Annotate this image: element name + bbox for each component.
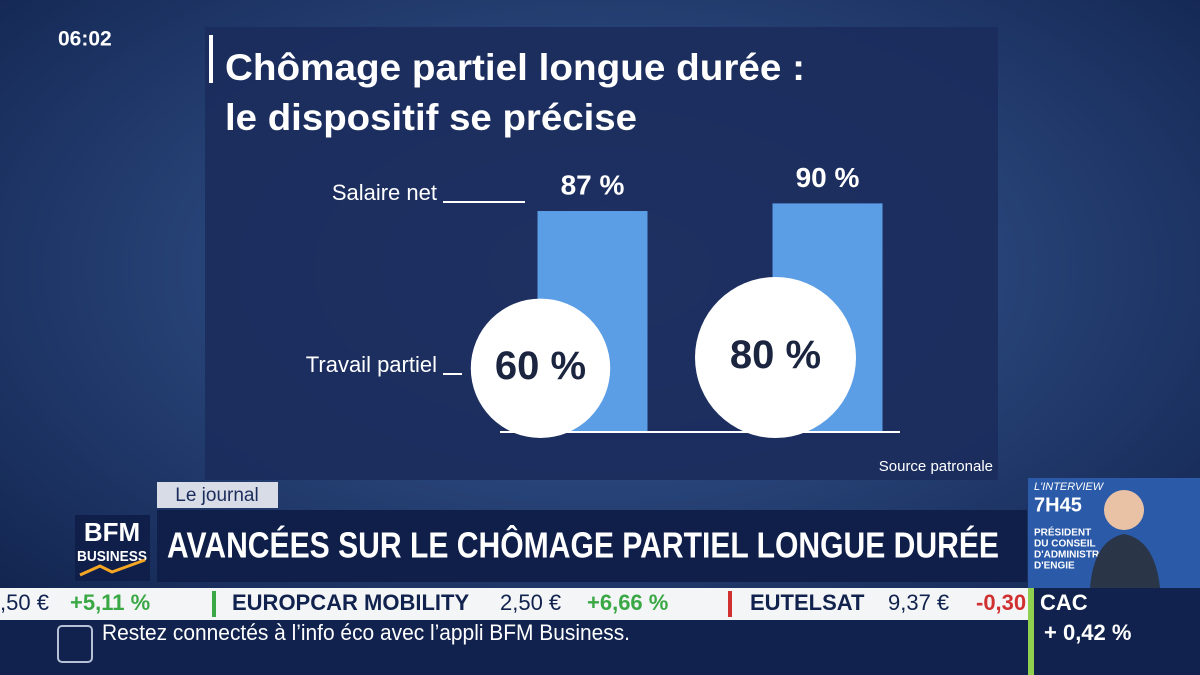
chart-subtitle: le dispositif se précise bbox=[225, 97, 637, 138]
interview-line: D'ENGIE bbox=[1034, 561, 1075, 572]
index-name: CAC bbox=[1040, 590, 1088, 615]
chart-title: Chômage partiel longue durée : bbox=[225, 47, 805, 88]
ticker-divider bbox=[212, 591, 216, 617]
index-panel bbox=[1028, 588, 1200, 675]
value-label: 90 % bbox=[796, 162, 860, 193]
value-label: 80 % bbox=[730, 333, 821, 377]
interview-label: L'INTERVIEW bbox=[1034, 481, 1105, 493]
logo-swoosh bbox=[79, 558, 146, 577]
legend-label: Travail partiel bbox=[306, 352, 437, 377]
interview-time: 7H45 bbox=[1034, 494, 1082, 516]
logo-text: BFM bbox=[84, 517, 140, 547]
headline-bar bbox=[157, 510, 1027, 582]
circle-mark bbox=[695, 277, 856, 438]
headline: AVANCÉES SUR LE CHÔMAGE PARTIEL LONGUE D… bbox=[167, 524, 999, 566]
index-change: + 0,42 % bbox=[1044, 620, 1131, 645]
ticker-item: +6,66 % bbox=[587, 590, 668, 615]
interview-line: PRÉSIDENT bbox=[1034, 526, 1091, 539]
footer-text: Restez connectés à l’info éco avec l’app… bbox=[102, 620, 630, 645]
value-label: 60 % bbox=[495, 344, 586, 388]
circle-mark bbox=[470, 298, 611, 438]
logo-text: BUSINESS bbox=[77, 548, 147, 565]
index-accent bbox=[1028, 588, 1034, 675]
phone-icon bbox=[57, 625, 93, 663]
ticker-bar bbox=[0, 588, 1028, 620]
ticker-item: EUROPCAR MOBILITY bbox=[232, 590, 469, 615]
legend-label: Salaire net bbox=[332, 180, 437, 205]
ticker-item: 2,50 € bbox=[500, 590, 561, 615]
interview-line: DU CONSEIL bbox=[1034, 539, 1096, 550]
footer-bar bbox=[0, 620, 1028, 675]
title-accent bbox=[209, 35, 213, 83]
portrait bbox=[1104, 490, 1144, 530]
ticker-item: 9,37 € bbox=[888, 590, 949, 615]
source: Source patronale bbox=[879, 458, 993, 475]
ticker-item: ,50 € bbox=[0, 590, 49, 615]
portrait bbox=[1090, 534, 1160, 588]
tag-box bbox=[157, 482, 278, 508]
ticker-divider bbox=[728, 591, 732, 617]
clock: 06:02 bbox=[58, 28, 112, 51]
chart: 87 % 90 % 60 % 80 % Salaire net Travail parti… bbox=[306, 162, 900, 438]
value-label: 87 % bbox=[561, 169, 625, 200]
interview-line: D'ADMINISTRATION bbox=[1034, 550, 1130, 561]
tag: Le journal bbox=[175, 485, 258, 506]
ticker-item: EUTELSAT bbox=[750, 590, 865, 615]
ticker-item: -0,30 bbox=[976, 590, 1026, 615]
ticker-item: +5,11 % bbox=[70, 590, 150, 615]
